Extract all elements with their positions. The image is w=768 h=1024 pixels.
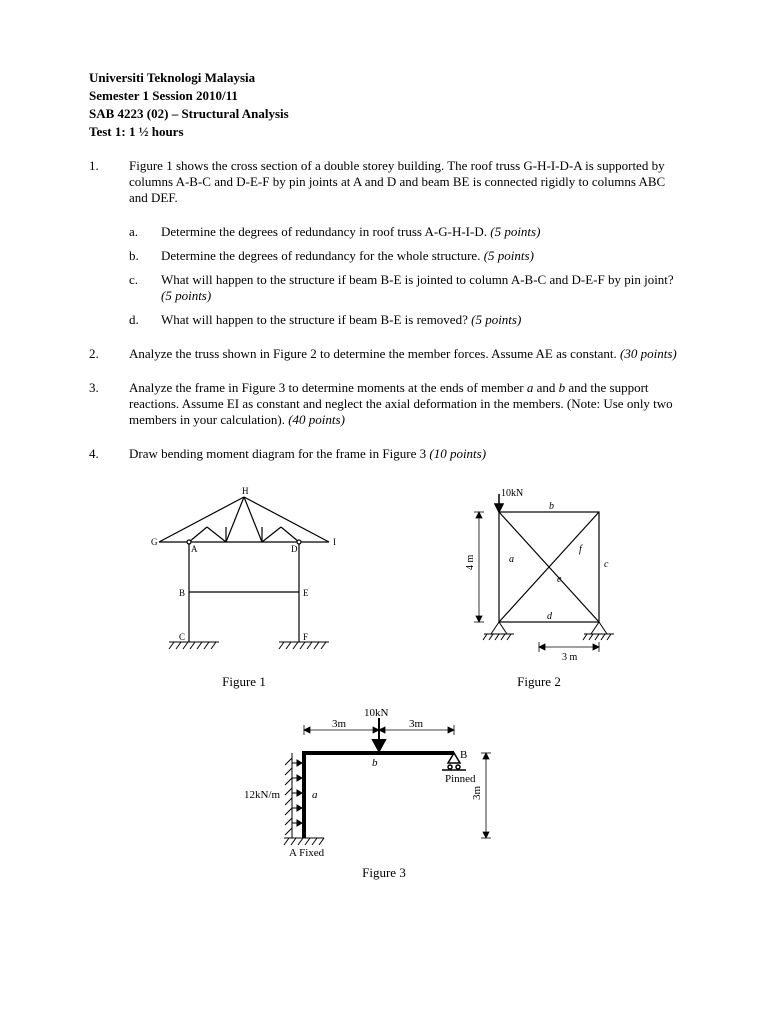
figure-2-caption: Figure 2 bbox=[439, 674, 639, 690]
svg-text:3m: 3m bbox=[332, 718, 347, 730]
svg-text:10kN: 10kN bbox=[501, 488, 523, 499]
figure-3: 10kN 3m 3m 12kN/m a b B Pinned A Fixed 3… bbox=[89, 698, 679, 881]
svg-text:f: f bbox=[579, 544, 583, 555]
figure-1: H G I A D B E C F Figure 1 bbox=[129, 482, 359, 690]
q1-b: b. Determine the degrees of redundancy f… bbox=[129, 248, 679, 264]
q1-a: a. Determine the degrees of redundancy i… bbox=[129, 224, 679, 240]
question-1: 1. Figure 1 shows the cross section of a… bbox=[89, 158, 679, 328]
question-3: 3. Analyze the frame in Figure 3 to dete… bbox=[89, 380, 679, 428]
svg-text:3 m: 3 m bbox=[562, 652, 578, 663]
svg-text:G: G bbox=[151, 537, 158, 547]
svg-text:b: b bbox=[372, 757, 378, 769]
svg-text:c: c bbox=[604, 559, 609, 570]
svg-text:C: C bbox=[179, 632, 185, 642]
question-4: 4. Draw bending moment diagram for the f… bbox=[89, 446, 679, 462]
svg-text:e: e bbox=[557, 574, 562, 585]
page: Universiti Teknologi Malaysia Semester 1… bbox=[89, 70, 679, 881]
svg-text:E: E bbox=[303, 588, 309, 598]
svg-text:a: a bbox=[312, 789, 318, 801]
header-line-2: Semester 1 Session 2010/11 bbox=[89, 88, 679, 104]
svg-text:10kN: 10kN bbox=[364, 707, 389, 719]
figure-1-caption: Figure 1 bbox=[129, 674, 359, 690]
svg-text:F: F bbox=[303, 632, 308, 642]
svg-text:a: a bbox=[509, 554, 514, 565]
svg-text:4 m: 4 m bbox=[465, 555, 476, 571]
q1-number: 1. bbox=[89, 158, 129, 328]
q1-c: c. What will happen to the structure if … bbox=[129, 272, 679, 304]
q1-intro: Figure 1 shows the cross section of a do… bbox=[129, 158, 679, 206]
figure-2: 10kN a b c d e f 3 m 4 m Figure 2 bbox=[439, 482, 639, 690]
svg-text:3m: 3m bbox=[471, 786, 483, 801]
figures-area: H G I A D B E C F Figure 1 bbox=[89, 482, 679, 881]
svg-text:A: A bbox=[191, 544, 198, 554]
q1-d: d. What will happen to the structure if … bbox=[129, 312, 679, 328]
figure-3-caption: Figure 3 bbox=[224, 865, 544, 881]
svg-text:12kN/m: 12kN/m bbox=[244, 789, 281, 801]
svg-text:B: B bbox=[179, 588, 185, 598]
question-2: 2. Analyze the truss shown in Figure 2 t… bbox=[89, 346, 679, 362]
svg-text:3m: 3m bbox=[409, 718, 424, 730]
svg-text:D: D bbox=[291, 544, 298, 554]
header-line-4: Test 1: 1 ½ hours bbox=[89, 124, 679, 140]
svg-text:I: I bbox=[333, 537, 336, 547]
svg-text:H: H bbox=[242, 486, 249, 496]
svg-text:b: b bbox=[549, 501, 554, 512]
svg-text:B: B bbox=[460, 749, 467, 761]
header-line-1: Universiti Teknologi Malaysia bbox=[89, 70, 679, 86]
svg-text:d: d bbox=[547, 611, 553, 622]
header-block: Universiti Teknologi Malaysia Semester 1… bbox=[89, 70, 679, 140]
svg-text:Pinned: Pinned bbox=[445, 773, 476, 785]
svg-text:A Fixed: A Fixed bbox=[289, 847, 325, 859]
header-line-3: SAB 4223 (02) – Structural Analysis bbox=[89, 106, 679, 122]
